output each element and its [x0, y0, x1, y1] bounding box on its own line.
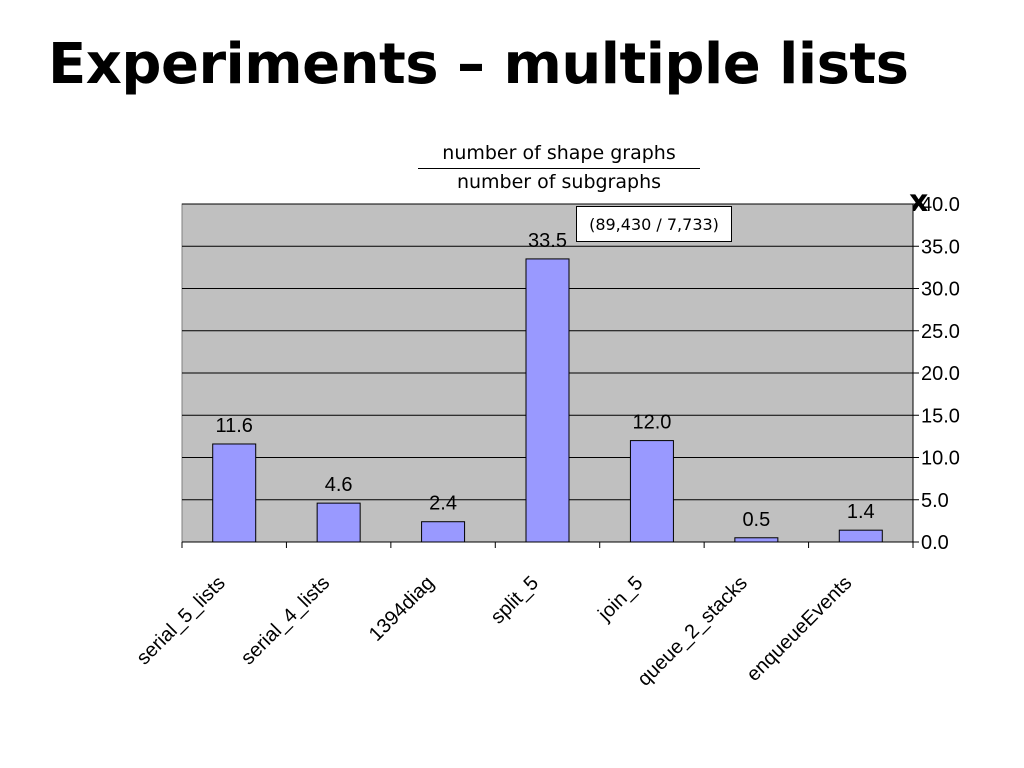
- y-tick-label: 40.0: [921, 194, 960, 216]
- y-tick-label: 0.0: [921, 532, 949, 554]
- x-category-label: enqueueEvents: [742, 572, 856, 686]
- y-tick-label: 20.0: [921, 363, 960, 385]
- x-category-label: join_5: [593, 572, 647, 626]
- x-category-label: serial_5_lists: [132, 572, 229, 669]
- data-label: 12.0: [632, 412, 671, 434]
- bar-queue_2_stacks: [734, 537, 779, 543]
- x-category-label: split_5: [487, 572, 543, 628]
- data-label: 33.5: [528, 230, 567, 252]
- annotation-callout: (89,430 / 7,733): [576, 206, 732, 242]
- x-category-label: 1394diag: [365, 572, 439, 646]
- fraction-denominator: number of subgraphs: [456, 171, 662, 193]
- y-tick-label: 25.0: [921, 321, 960, 343]
- x-category-label: serial_4_lists: [237, 572, 334, 669]
- x-category-label: queue_2_stacks: [633, 572, 752, 691]
- data-label: 0.5: [742, 509, 770, 531]
- bar-join_5: [629, 440, 674, 543]
- bar-serial_5_lists: [212, 443, 257, 543]
- bar-serial_4_lists: [316, 502, 361, 543]
- ratio-fraction: number of shape graphs number of subgrap…: [418, 142, 700, 193]
- y-tick-label: 10.0: [921, 448, 960, 470]
- bar-1394diag: [421, 521, 466, 543]
- data-label: 11.6: [215, 415, 252, 437]
- bar-split_5: [525, 258, 570, 543]
- y-tick-label: 15.0: [921, 405, 960, 427]
- y-tick-label: 5.0: [921, 490, 949, 512]
- multiplier-symbol: x: [909, 184, 929, 219]
- fraction-numerator: number of shape graphs: [418, 142, 700, 169]
- bar-enqueueEvents: [838, 529, 883, 543]
- data-label: 4.6: [325, 474, 353, 496]
- data-label: 2.4: [429, 493, 457, 515]
- y-tick-label: 35.0: [921, 236, 960, 258]
- slide-title: Experiments – multiple lists: [48, 32, 909, 97]
- data-label: 1.4: [847, 501, 875, 523]
- y-tick-label: 30.0: [921, 279, 960, 301]
